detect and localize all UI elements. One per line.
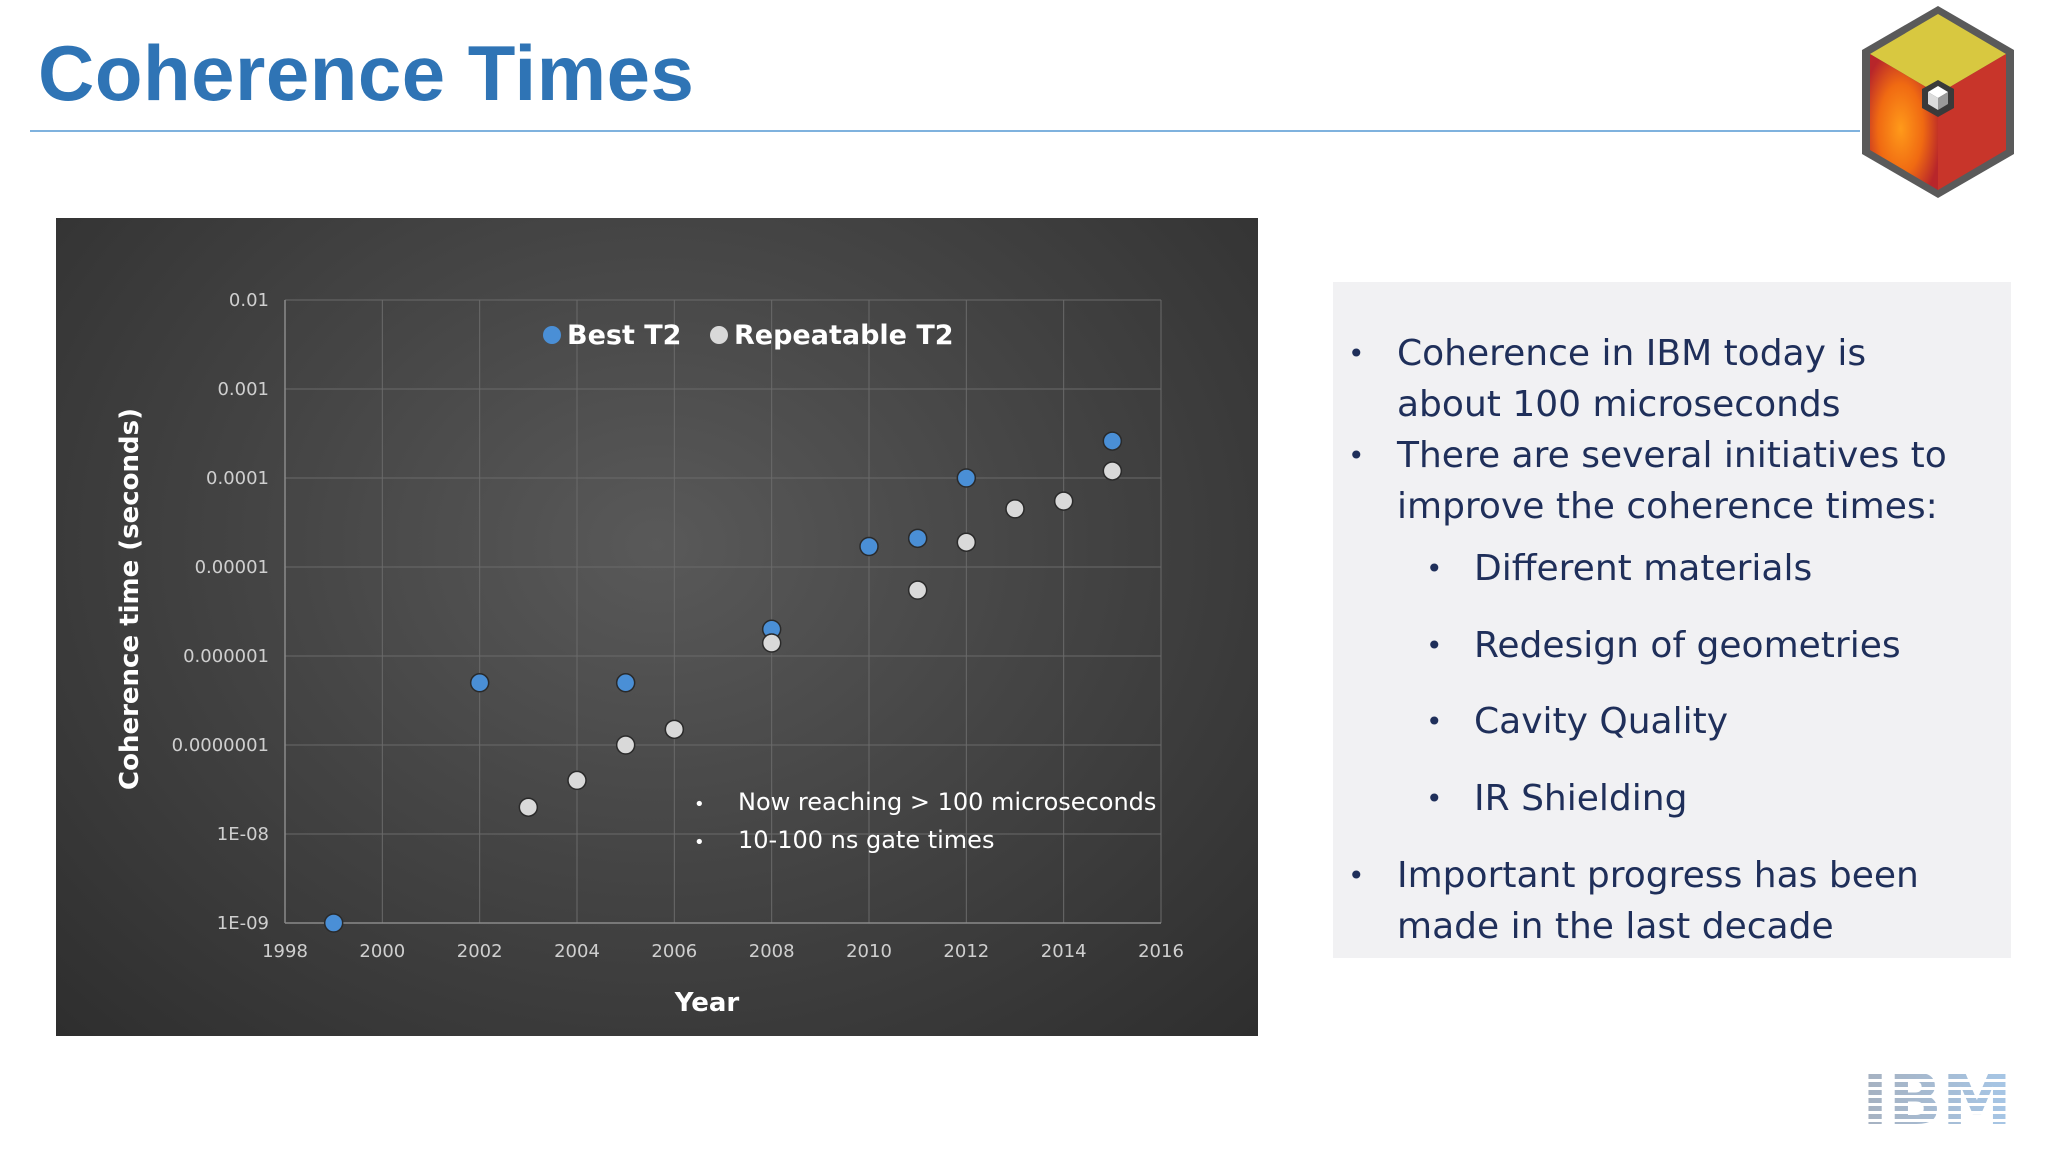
sub-bullet-item: • Different materials [1333, 543, 1973, 594]
bullet-panel: • Coherence in IBM today is about 100 mi… [1333, 282, 2011, 958]
data-point-best-t2 [956, 468, 977, 488]
data-point-repeatable-t2 [761, 633, 782, 653]
legend-marker [710, 326, 728, 344]
chart-points [323, 431, 1123, 933]
bullet-text: Different materials [1474, 548, 1813, 589]
data-point-repeatable-t2 [1102, 461, 1123, 481]
ibm-logo-text: IBM [1862, 1066, 2012, 1128]
y-tick-label: 1E-08 [217, 824, 269, 845]
coherence-chart: 1998 2000 2002 2004 2006 2008 2010 2012 2014 2016… [56, 218, 1258, 1036]
bullet-dot-icon: • [1426, 629, 1443, 662]
bullet-text: IR Shielding [1474, 778, 1688, 819]
data-point-repeatable-t2 [1005, 499, 1025, 519]
y-tick-label: 0.0001 [206, 468, 269, 489]
sub-bullet-item: • Cavity Quality [1333, 696, 1973, 747]
legend-marker [543, 326, 561, 344]
bullet-dot-icon: • [1348, 439, 1365, 472]
x-tick-label: 2012 [943, 941, 989, 962]
y-tick-label: 0.000001 [183, 646, 269, 667]
data-point-repeatable-t2 [615, 735, 636, 755]
x-tick-label: 2002 [457, 941, 503, 962]
chart-grid [284, 299, 1162, 924]
data-point-best-t2 [1102, 431, 1123, 451]
y-tick-label: 0.0000001 [172, 735, 269, 756]
y-tick-label: 0.01 [229, 290, 269, 311]
x-axis-label: Year [674, 988, 740, 1018]
bullet-dot-icon: • [1348, 337, 1365, 370]
x-tick-label: 2016 [1138, 941, 1184, 962]
bullet-text: Important progress has been made in the … [1397, 855, 1919, 947]
bullet-text: Redesign of geometries [1474, 625, 1901, 666]
data-point-best-t2 [907, 528, 928, 549]
ibm-logo: IBM [1862, 1066, 2012, 1128]
data-point-repeatable-t2 [518, 797, 539, 817]
x-tick-label: 2008 [749, 941, 795, 962]
x-tick-label: 2004 [554, 941, 600, 962]
data-point-repeatable-t2 [1053, 491, 1074, 511]
annotation-bullet-icon: • [694, 794, 705, 815]
y-tick-label: 0.001 [217, 379, 269, 400]
legend-label: Best T2 [567, 320, 681, 351]
chart-annotations: • Now reaching > 100 microseconds • 10-100 … [694, 788, 1156, 854]
annotation-bullet-icon: • [694, 832, 705, 853]
bullet-text: There are several initiatives to improve… [1397, 435, 1947, 527]
annotation-text: 10-100 ns gate times [738, 826, 994, 854]
x-tick-label: 2000 [359, 941, 405, 962]
data-point-repeatable-t2 [956, 532, 977, 552]
cube-logo-icon [1862, 6, 2014, 198]
bullet-dot-icon: • [1426, 552, 1443, 585]
data-point-repeatable-t2 [907, 580, 928, 600]
y-tick-label: 0.00001 [195, 557, 269, 578]
bullet-dot-icon: • [1348, 859, 1365, 892]
legend-label: Repeatable T2 [734, 320, 954, 351]
chart-canvas: 1998 2000 2002 2004 2006 2008 2010 2012 2014 2016… [115, 290, 1184, 1018]
x-tick-label: 2010 [846, 941, 892, 962]
chart-ticks: 1998 2000 2002 2004 2006 2008 2010 2012 2014 2016… [172, 290, 1184, 962]
data-point-best-t2 [323, 913, 344, 933]
x-tick-label: 2014 [1041, 941, 1087, 962]
bullet-text: Coherence in IBM today is about 100 micr… [1397, 333, 1867, 425]
data-point-best-t2 [469, 673, 490, 693]
slide-title: Coherence Times [38, 29, 695, 117]
bullet-text: Cavity Quality [1474, 701, 1729, 742]
bullet-dot-icon: • [1426, 782, 1443, 815]
y-tick-label: 1E-09 [217, 913, 269, 934]
sub-bullet-item: • IR Shielding [1333, 773, 1973, 824]
data-point-repeatable-t2 [664, 719, 685, 740]
x-tick-label: 2006 [651, 941, 697, 962]
data-point-best-t2 [615, 673, 636, 693]
bullet-item: • There are several initiatives to impro… [1333, 430, 1973, 532]
bullet-item: • Coherence in IBM today is about 100 mi… [1333, 328, 1973, 430]
title-divider [30, 130, 1860, 132]
data-point-best-t2 [859, 536, 879, 557]
bullet-dot-icon: • [1426, 705, 1443, 738]
annotation-text: Now reaching > 100 microseconds [738, 788, 1156, 816]
sub-bullet-item: • Redesign of geometries [1333, 620, 1973, 671]
y-axis-label: Coherence time (seconds) [115, 408, 145, 790]
chart-legend: Best T2 Repeatable T2 [543, 320, 954, 351]
bullet-item: • Important progress has been made in th… [1333, 850, 1973, 952]
data-point-repeatable-t2 [567, 770, 587, 791]
x-tick-label: 1998 [262, 941, 308, 962]
